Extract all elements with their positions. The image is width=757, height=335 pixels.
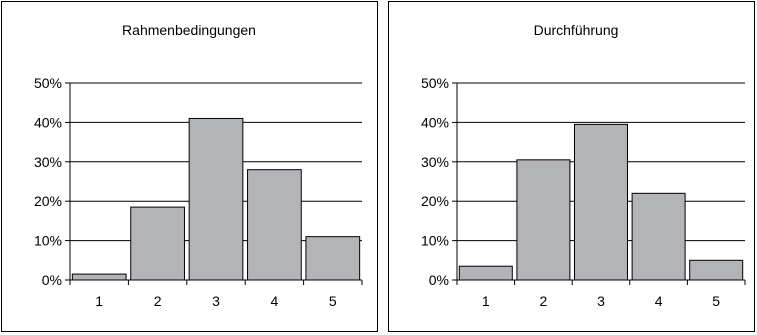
bar-2 [130, 206, 185, 281]
x-tick-label: 4 [271, 293, 279, 309]
x-tick-label: 2 [154, 293, 162, 309]
chart-svg-rahmenbedingungen: Rahmenbedingungen 0% 10% 20% 30% 40% 50% 1 2 3 4 5 [34, 22, 363, 309]
chart-title: Rahmenbedingungen [122, 22, 256, 38]
y-tick-label: 50% [34, 75, 62, 91]
y-tick-label: 30% [421, 154, 449, 170]
x-tick-label: 3 [597, 293, 605, 309]
bar-3 [188, 117, 244, 281]
bar-2 [516, 159, 571, 281]
y-tick-label: 30% [34, 154, 62, 170]
chart-panel-rahmenbedingungen: Rahmenbedingungen 0% 10% 20% 30% 40% 50% 1 2 3 4 5 [1, 1, 378, 332]
bar-1 [71, 273, 127, 281]
chart-title: Durchführung [534, 22, 619, 38]
y-tick-label: 50% [421, 75, 449, 91]
y-tick-label: 10% [421, 233, 449, 249]
chart-svg-durchfuehrung: Durchführung 0% 10% 20% 30% 40% 50% 1 2 3 4 5 [421, 22, 746, 309]
x-tick-label: 3 [212, 293, 220, 309]
bar-3 [574, 123, 628, 281]
bar-5 [305, 236, 361, 281]
y-tick-label: 20% [421, 193, 449, 209]
x-tick-label: 2 [540, 293, 548, 309]
bar-4 [631, 192, 686, 281]
y-tick-label: 10% [34, 233, 62, 249]
x-tick-label: 5 [329, 293, 337, 309]
chart-panel-durchfuehrung: Durchführung 0% 10% 20% 30% 40% 50% 1 2 3 4 5 [388, 1, 755, 332]
bar-5 [689, 259, 744, 281]
x-tick-label: 5 [712, 293, 720, 309]
y-tick-label: 0% [429, 272, 449, 288]
y-tick-label: 40% [421, 114, 449, 130]
x-tick-label: 1 [482, 293, 490, 309]
x-tick-label: 4 [655, 293, 663, 309]
bar-1 [458, 265, 513, 281]
y-tick-label: 40% [34, 114, 62, 130]
bar-4 [247, 169, 302, 281]
y-tick-label: 0% [42, 272, 62, 288]
y-tick-label: 20% [34, 193, 62, 209]
x-tick-label: 1 [95, 293, 103, 309]
